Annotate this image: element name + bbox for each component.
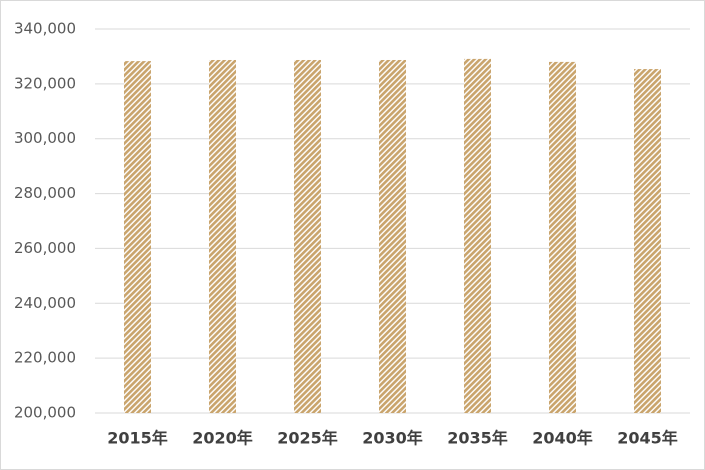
x-tick-label: 2015年 (107, 429, 168, 448)
bar (124, 61, 151, 413)
bar (549, 61, 576, 414)
bar (294, 59, 321, 413)
x-tick-label: 2045年 (617, 429, 678, 448)
y-tick-label: 260,000 (14, 239, 76, 257)
bar (379, 59, 406, 413)
x-tick-label: 2040年 (532, 429, 593, 448)
x-tick-label: 2035年 (447, 429, 508, 448)
x-tick-label: 2025年 (277, 429, 338, 448)
bar (464, 58, 491, 413)
y-tick-label: 280,000 (14, 184, 76, 202)
y-tick-label: 200,000 (14, 404, 76, 422)
bar (634, 69, 661, 413)
x-tick-label: 2030年 (362, 429, 423, 448)
y-tick-label: 320,000 (14, 74, 76, 92)
bar (209, 59, 236, 413)
y-tick-label: 240,000 (14, 294, 76, 312)
y-tick-label: 340,000 (14, 20, 76, 38)
x-tick-label: 2020年 (192, 429, 253, 448)
y-tick-label: 300,000 (14, 129, 76, 147)
y-tick-label: 220,000 (14, 349, 76, 367)
